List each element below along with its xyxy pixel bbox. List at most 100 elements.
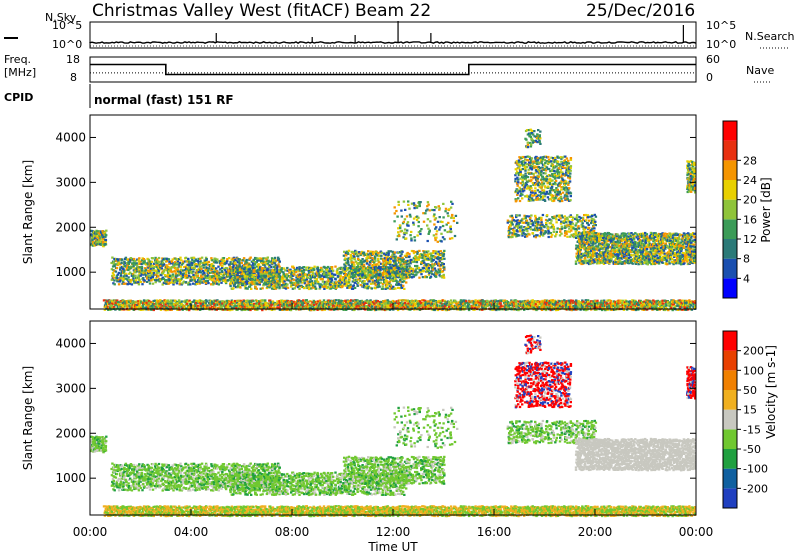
- power-cell: [286, 279, 289, 282]
- power-cell: [380, 254, 383, 257]
- power-cell: [189, 266, 193, 269]
- power-cell: [135, 262, 138, 265]
- power-cell: [405, 281, 408, 284]
- power-cell: [252, 276, 256, 279]
- power-cell: [353, 281, 357, 284]
- power-cell: [192, 270, 195, 273]
- power-cell: [412, 252, 416, 255]
- power-cell: [221, 270, 224, 273]
- power-cell: [380, 303, 383, 306]
- power-cell: [562, 304, 565, 308]
- power-cell: [98, 241, 101, 244]
- power-cell: [143, 267, 147, 270]
- power-cell: [309, 274, 312, 277]
- power-cell: [386, 299, 389, 302]
- power-cell: [231, 257, 234, 260]
- power-cell: [141, 304, 144, 307]
- power-cell: [375, 301, 378, 304]
- power-cell: [165, 264, 168, 267]
- power-cell: [437, 264, 440, 267]
- power-cell: [90, 243, 93, 247]
- power-cell: [178, 261, 182, 264]
- power-cell: [118, 305, 121, 308]
- power-cell: [202, 277, 206, 280]
- power-cell: [241, 270, 244, 273]
- power-cell: [395, 263, 398, 266]
- power-cell: [297, 286, 300, 289]
- power-cell: [536, 304, 540, 307]
- power-cell: [330, 274, 333, 277]
- power-cell: [261, 306, 264, 309]
- power-cell: [161, 283, 164, 286]
- power-cell: [488, 304, 491, 307]
- power-cell: [143, 271, 146, 274]
- power-cell: [374, 281, 377, 284]
- power-cell: [166, 265, 170, 268]
- power-cell: [314, 280, 317, 283]
- power-cell: [366, 287, 369, 290]
- power-cell: [482, 301, 485, 304]
- power-cell: [374, 304, 377, 307]
- power-cell: [374, 279, 377, 282]
- power-cell: [522, 305, 526, 308]
- power-cell: [230, 271, 234, 274]
- power-cell: [503, 299, 507, 302]
- power-cell: [192, 306, 196, 309]
- power-cell: [228, 309, 232, 312]
- power-cell: [126, 278, 129, 281]
- power-cell: [181, 269, 185, 272]
- power-cell: [437, 306, 441, 309]
- power-cell: [499, 306, 502, 309]
- power-cell: [265, 279, 268, 283]
- power-cell: [360, 268, 364, 271]
- power-cell: [361, 275, 364, 278]
- power-cell: [257, 263, 260, 266]
- power-cell: [439, 253, 442, 256]
- power-cell: [234, 258, 237, 262]
- power-cell: [426, 270, 430, 273]
- power-cell: [351, 257, 354, 260]
- power-cell: [139, 274, 142, 277]
- power-cell: [520, 304, 523, 307]
- power-cell: [380, 273, 383, 277]
- power-cell: [439, 267, 442, 270]
- power-cell: [331, 274, 334, 278]
- power-cell: [152, 262, 156, 265]
- power-cell: [257, 267, 260, 270]
- power-cell: [322, 270, 326, 273]
- power-cell: [349, 253, 352, 256]
- power-cell: [272, 273, 275, 276]
- power-cell: [113, 299, 117, 302]
- power-cell: [352, 284, 355, 287]
- power-cell: [410, 259, 413, 262]
- power-cell: [334, 265, 337, 268]
- power-cell: [370, 272, 373, 275]
- power-cell: [462, 306, 465, 309]
- power-cell: [138, 302, 142, 305]
- power-cell: [264, 304, 267, 307]
- power-cell: [101, 235, 104, 238]
- power-cell: [113, 257, 116, 260]
- power-cell: [110, 303, 113, 306]
- power-cell: [170, 275, 174, 278]
- power-cell: [180, 305, 184, 308]
- power-cell: [269, 307, 272, 310]
- power-cell: [188, 302, 192, 305]
- power-cell: [395, 300, 399, 303]
- power-cell: [289, 279, 293, 282]
- power-cell: [200, 271, 203, 274]
- power-cell: [235, 304, 238, 307]
- power-cell: [392, 274, 396, 277]
- power-cell: [444, 304, 447, 307]
- power-cell: [483, 302, 486, 305]
- power-cell: [376, 272, 379, 275]
- power-cell: [151, 276, 155, 279]
- power-cell: [279, 304, 282, 307]
- power-cell: [232, 281, 236, 284]
- power-cell: [151, 306, 154, 309]
- power-cell: [433, 273, 436, 276]
- power-cell: [309, 276, 313, 279]
- power-cell: [346, 267, 349, 270]
- power-cell: [313, 285, 317, 288]
- power-cell: [140, 306, 143, 310]
